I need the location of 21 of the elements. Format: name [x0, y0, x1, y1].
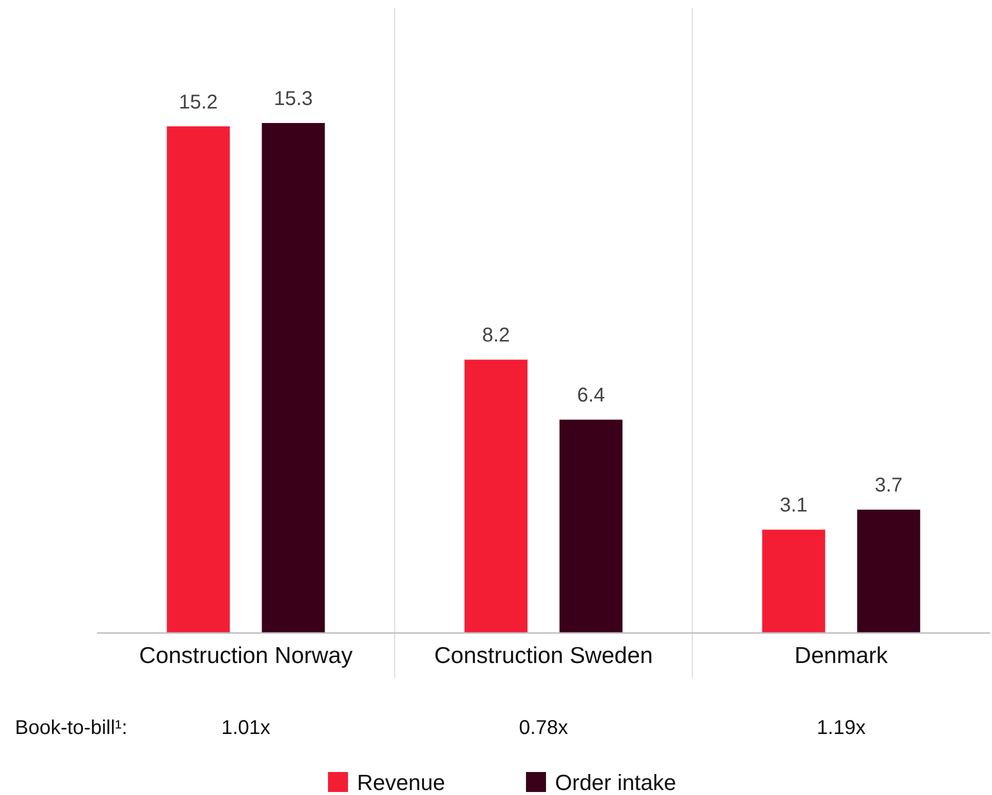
text: 0.78x: [519, 717, 568, 739]
legend-label: Order intake: [555, 770, 676, 795]
text: Book-to-bill¹:: [15, 717, 128, 739]
text: 1.01x: [221, 717, 270, 739]
data-label: 15.3: [274, 88, 313, 110]
legend-label: Revenue: [357, 770, 446, 795]
bar: [262, 123, 325, 633]
text: 1.19x: [816, 717, 866, 739]
bar: [166, 126, 230, 633]
x-tick-label: Construction Sweden: [434, 642, 653, 668]
bar: [560, 420, 622, 633]
data-label: 8.2: [482, 324, 510, 347]
data-label: 15.2: [178, 91, 218, 114]
x-tick-label: Construction Norway: [139, 642, 354, 668]
bar: [857, 510, 920, 633]
bar: [464, 360, 528, 633]
data-label: 3.7: [874, 474, 903, 497]
data-label: 3.1: [780, 494, 808, 517]
x-tick-label: Denmark: [794, 642, 888, 668]
bar: [762, 530, 826, 633]
data-label: 6.4: [577, 384, 605, 407]
